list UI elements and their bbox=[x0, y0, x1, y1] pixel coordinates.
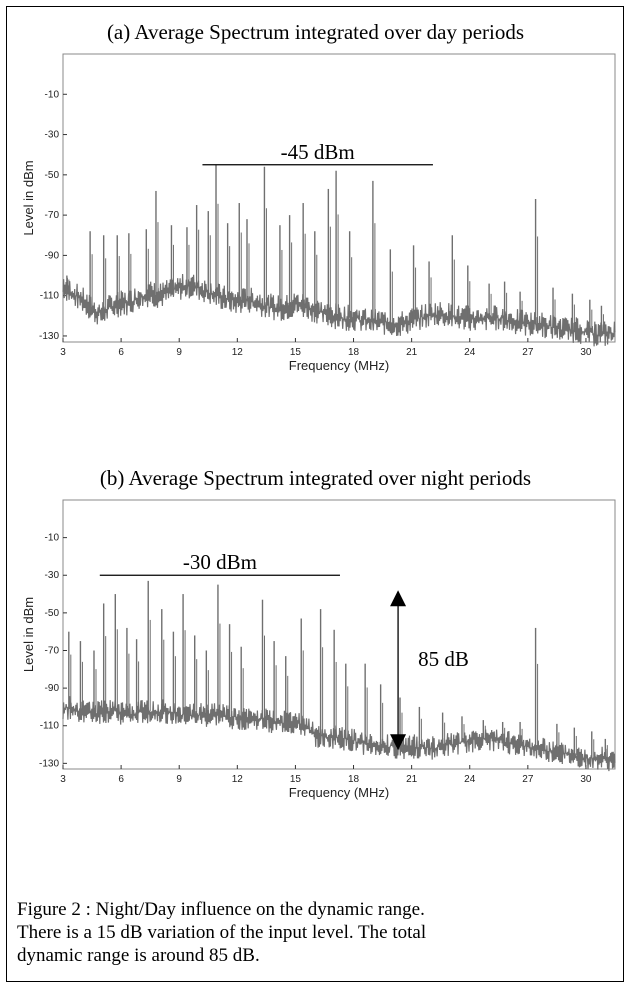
x-tick-label: 3 bbox=[60, 347, 66, 358]
caption-line-1: Figure 2 : Night/Day influence on the dy… bbox=[17, 899, 425, 920]
y-tick-label: -70 bbox=[45, 210, 60, 221]
y-tick-label: -130 bbox=[39, 331, 59, 342]
y-tick-label: -10 bbox=[45, 89, 60, 100]
y-tick-label: -130 bbox=[39, 758, 59, 769]
plot-area bbox=[62, 499, 616, 770]
x-tick-label: 21 bbox=[406, 774, 418, 785]
x-tick-label: 30 bbox=[580, 774, 592, 785]
x-axis-label: Frequency (MHz) bbox=[289, 785, 389, 800]
figure-frame bbox=[6, 6, 624, 982]
plot-area bbox=[62, 53, 616, 343]
x-tick-label: 15 bbox=[290, 774, 302, 785]
y-tick-label: -110 bbox=[40, 721, 60, 732]
level-marker-label: -45 dBm bbox=[281, 140, 355, 164]
level-marker-label: -30 dBm bbox=[183, 550, 257, 574]
x-tick-label: 24 bbox=[464, 347, 476, 358]
x-tick-label: 6 bbox=[118, 774, 124, 785]
y-tick-label: -30 bbox=[45, 570, 60, 581]
caption-line-3: dynamic range is around 85 dB. bbox=[17, 945, 260, 966]
x-tick-label: 6 bbox=[118, 347, 124, 358]
y-tick-label: -90 bbox=[45, 683, 60, 694]
x-tick-label: 15 bbox=[290, 347, 302, 358]
y-tick-label: -110 bbox=[40, 291, 60, 302]
x-tick-label: 12 bbox=[232, 774, 244, 785]
y-tick-label: -70 bbox=[45, 645, 60, 656]
y-tick-label: -10 bbox=[45, 533, 60, 544]
x-tick-label: 3 bbox=[60, 774, 66, 785]
panel-b-title: (b) Average Spectrum integrated over nig… bbox=[99, 466, 532, 490]
caption-line-2: There is a 15 dB variation of the input … bbox=[17, 922, 427, 943]
x-tick-label: 24 bbox=[464, 774, 476, 785]
y-axis-label: Level in dBm bbox=[21, 160, 36, 235]
figure-caption: Figure 2 : Night/Day influence on the dy… bbox=[17, 898, 617, 967]
y-axis-label: Level in dBm bbox=[21, 597, 36, 672]
y-tick-label: -30 bbox=[45, 130, 60, 141]
x-tick-label: 9 bbox=[176, 774, 182, 785]
x-tick-label: 9 bbox=[176, 347, 182, 358]
spectrum-trace bbox=[62, 696, 616, 772]
x-axis-label: Frequency (MHz) bbox=[289, 358, 389, 373]
y-tick-label: -50 bbox=[45, 608, 60, 619]
arrow-up-icon bbox=[390, 590, 407, 607]
dynamic-range-label: 85 dB bbox=[418, 647, 469, 671]
y-tick-label: -50 bbox=[45, 170, 60, 181]
x-tick-label: 12 bbox=[232, 347, 244, 358]
arrow-down-icon bbox=[390, 734, 407, 751]
x-tick-label: 21 bbox=[406, 347, 418, 358]
panel-a-title: (a) Average Spectrum integrated over day… bbox=[106, 20, 525, 44]
y-tick-label: -90 bbox=[45, 250, 60, 261]
x-tick-label: 27 bbox=[522, 347, 534, 358]
x-tick-label: 30 bbox=[580, 347, 592, 358]
x-tick-label: 27 bbox=[522, 774, 534, 785]
x-tick-label: 18 bbox=[348, 774, 360, 785]
spectrum-trace bbox=[62, 273, 616, 347]
x-tick-label: 18 bbox=[348, 347, 360, 358]
